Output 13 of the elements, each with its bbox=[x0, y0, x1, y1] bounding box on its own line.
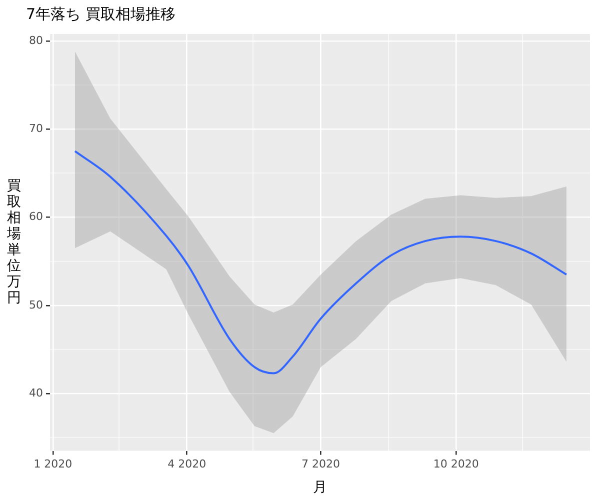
x-tick-label: 1 2020 bbox=[34, 457, 72, 470]
x-tick-label: 4 2020 bbox=[168, 457, 206, 470]
chart-title: 7年落ち 買取相場推移 bbox=[26, 4, 176, 23]
y-axis-title: 買取相場単位万円 bbox=[6, 178, 21, 306]
x-axis-title: 月 bbox=[313, 480, 327, 496]
line-series bbox=[74, 150, 568, 374]
y-tick-label: 60 bbox=[28, 210, 43, 224]
y-tick-label: 70 bbox=[28, 122, 43, 136]
x-tick-label: 7 2020 bbox=[301, 457, 340, 470]
y-tick-label: 80 bbox=[28, 34, 43, 47]
x-tick-label: 10 2020 bbox=[433, 457, 479, 470]
y-tick-label: 40 bbox=[28, 386, 43, 400]
y-tick-label: 50 bbox=[28, 298, 43, 312]
